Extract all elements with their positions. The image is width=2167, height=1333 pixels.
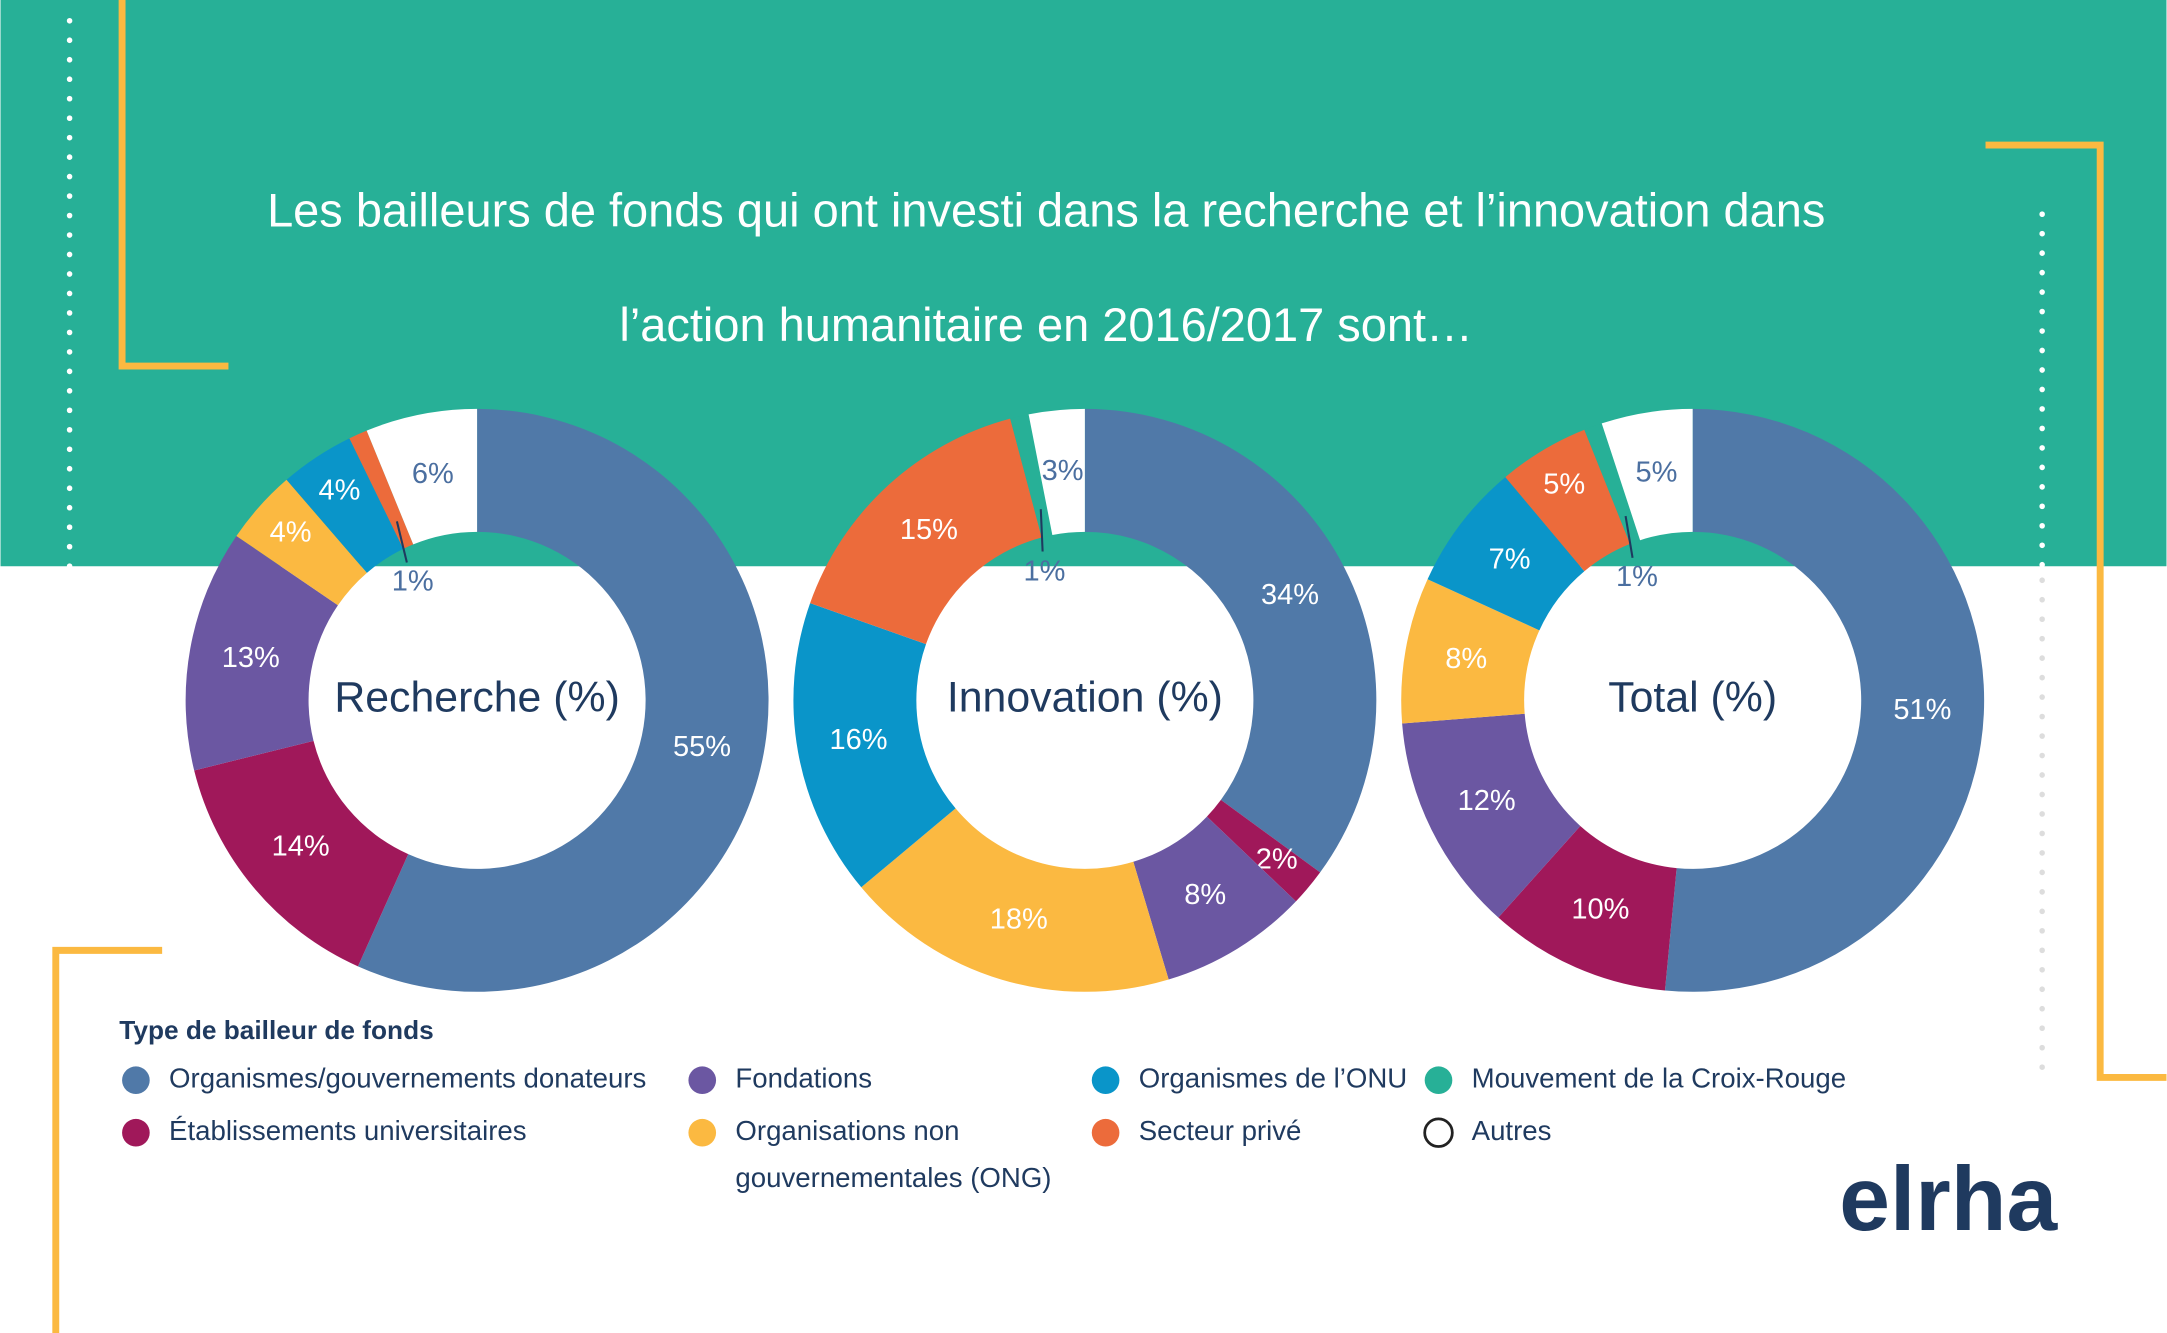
legend-label: Organismes de l’ONU	[1139, 1063, 1408, 1094]
donut-segment	[861, 808, 1169, 992]
data-label: 5%	[1635, 457, 1677, 489]
donut-segment	[810, 418, 1042, 645]
leader-line	[1039, 509, 1044, 552]
data-label: 3%	[1042, 455, 1084, 487]
donut-segment	[1028, 408, 1085, 535]
donut-segment	[1084, 408, 1377, 873]
chart-title: Recherche (%)	[334, 674, 620, 722]
data-label: 4%	[270, 517, 312, 549]
donut-segment	[194, 740, 409, 967]
data-label: 55%	[673, 731, 731, 763]
chart-title: Innovation (%)	[947, 674, 1223, 722]
donut-segment	[286, 438, 404, 573]
data-label: 18%	[990, 903, 1048, 935]
donut-segment	[349, 430, 414, 549]
legend-swatch	[688, 1066, 717, 1095]
data-label: 34%	[1261, 579, 1319, 611]
legend-label: Autres	[1472, 1115, 1552, 1146]
legend-label: Organismes/gouvernements donateurs	[169, 1063, 646, 1094]
leader-line	[1624, 515, 1634, 558]
data-label: 12%	[1458, 785, 1516, 817]
legend-label: gouvernementales (ONG)	[735, 1162, 1051, 1193]
legend-swatch	[688, 1118, 717, 1147]
leader-line	[395, 521, 408, 563]
legend-swatch	[122, 1066, 150, 1095]
data-label: 7%	[1489, 544, 1531, 576]
legend-title: Type de bailleur de fonds	[119, 1015, 433, 1045]
chart-title: Total (%)	[1608, 674, 1777, 722]
donut-segment	[1402, 713, 1581, 918]
legend-label: Organisations non	[735, 1115, 959, 1146]
data-label: 4%	[318, 474, 360, 506]
data-label: 8%	[1184, 879, 1226, 911]
donut-segment	[1584, 423, 1641, 544]
title: l’action humanitaire en 2016/2017 sont…	[619, 298, 1473, 351]
data-label: 1%	[1023, 555, 1065, 587]
logo: elrha	[1839, 1148, 2058, 1250]
legend-label: Fondations	[735, 1063, 872, 1094]
donut-segment	[1401, 579, 1540, 724]
donut-segment	[366, 408, 478, 545]
donut-segment	[1664, 408, 1985, 992]
donut-segment	[1505, 429, 1631, 572]
title: Les bailleurs de fonds qui ont investi d…	[267, 184, 1825, 237]
data-label: 8%	[1445, 643, 1487, 675]
legend-swatch	[122, 1118, 150, 1147]
donut-segment	[1601, 408, 1693, 541]
donut-segment	[1010, 414, 1053, 538]
data-label: 14%	[272, 831, 330, 863]
donut-segment	[236, 479, 367, 606]
data-label: 1%	[1616, 561, 1658, 593]
data-label: 1%	[392, 565, 434, 597]
donut-segment	[1427, 477, 1585, 631]
data-label: 10%	[1571, 894, 1629, 926]
legend-swatch	[1091, 1066, 1120, 1095]
data-label: 6%	[412, 458, 454, 490]
legend-swatch	[1424, 1066, 1453, 1095]
donut-segment	[357, 408, 769, 992]
legend-swatch	[1423, 1117, 1454, 1148]
legend-label: Établissements universitaires	[169, 1115, 527, 1146]
legend-label: Secteur privé	[1139, 1115, 1302, 1146]
data-label: 16%	[830, 724, 888, 756]
donut-segment	[1498, 825, 1677, 991]
data-label: 15%	[900, 514, 958, 546]
data-label: 5%	[1543, 468, 1585, 500]
data-label: 51%	[1893, 694, 1951, 726]
data-label: 13%	[222, 642, 280, 674]
decor	[52, 0, 2167, 1333]
donut-segment	[793, 603, 956, 888]
donut-segment	[1133, 816, 1296, 980]
donut-segment	[185, 535, 338, 771]
legend-swatch	[1091, 1118, 1120, 1147]
legend-label: Mouvement de la Croix-Rouge	[1472, 1063, 1846, 1094]
donut-segment	[1206, 799, 1321, 902]
